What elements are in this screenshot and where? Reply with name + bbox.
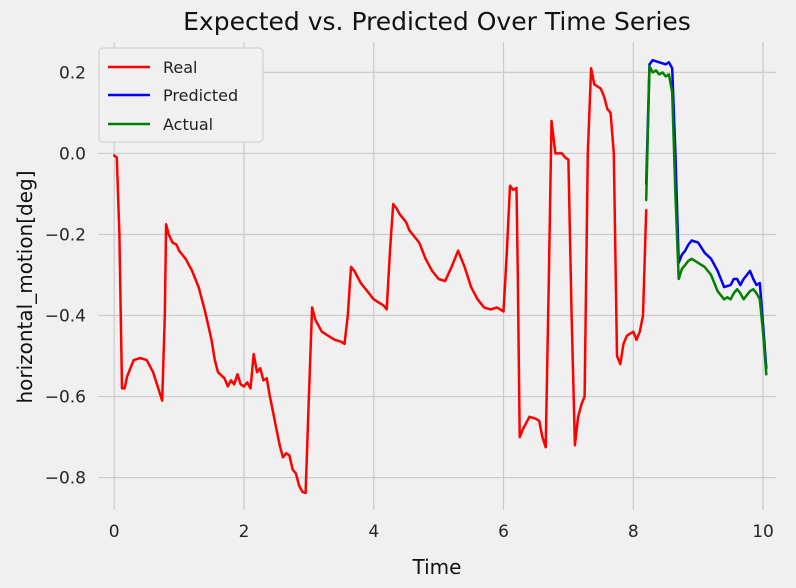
series-line-real: [112, 67, 648, 495]
y-tick-label: −0.8: [45, 469, 86, 489]
y-tick-label: −0.2: [45, 225, 86, 245]
x-tick-label: 8: [628, 522, 639, 542]
grid-lines: [98, 42, 776, 510]
legend-label-real: Real: [163, 58, 198, 77]
legend-box: [98, 47, 264, 143]
y-tick-label: −0.4: [45, 307, 86, 327]
y-tick-label: 0.2: [59, 63, 86, 83]
series-line-predicted: [644, 58, 768, 370]
series-line-actual: [644, 65, 768, 376]
x-axis-label: Time: [412, 555, 462, 579]
x-tick-label: 10: [752, 522, 774, 542]
x-tick-label: 4: [368, 522, 379, 542]
y-tick-label: 0.0: [59, 144, 86, 164]
y-tick-label: −0.6: [45, 388, 86, 408]
legend: Real Predicted Actual: [98, 47, 264, 143]
x-tick-label: 2: [239, 522, 250, 542]
x-tick-label: 0: [109, 522, 120, 542]
series-lines: [112, 58, 768, 495]
legend-label-predicted: Predicted: [163, 86, 238, 105]
tick-labels: 0 2 4 6 8 10 0.2 0.0 −0.2 −0.4 −0.6 −0.8: [45, 63, 774, 542]
y-axis-label: horizontal_motion[deg]: [13, 170, 37, 403]
x-tick-label: 6: [498, 522, 509, 542]
chart-title: Expected vs. Predicted Over Time Series: [183, 7, 691, 36]
legend-label-actual: Actual: [163, 115, 213, 134]
